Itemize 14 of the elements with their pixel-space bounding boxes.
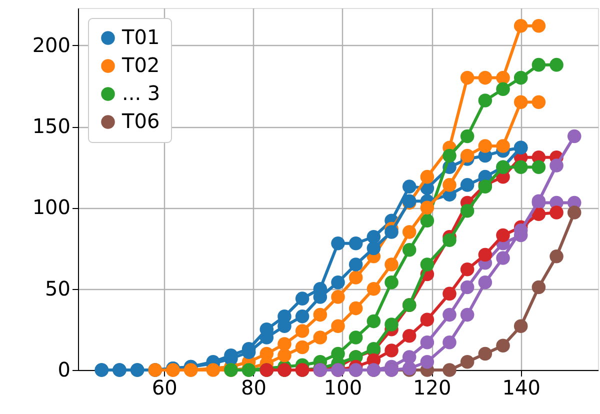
x-tick-label: 80: [241, 376, 266, 400]
y-tick-label: 50: [45, 276, 70, 300]
x-tick-label: 140: [502, 376, 540, 400]
x-tick-label: 120: [413, 376, 452, 400]
y-tick-label: 200: [32, 32, 70, 57]
legend-label: T02: [121, 53, 160, 77]
legend-label: T06: [121, 109, 160, 133]
x-tick-label: 60: [152, 376, 178, 400]
y-tick-label: 0: [58, 358, 70, 382]
legend-label: T01: [121, 25, 160, 49]
y-tick-label: 150: [32, 114, 70, 138]
y-tick-label: 100: [32, 195, 70, 220]
legend-label: ... 3: [122, 81, 160, 105]
x-tick-label: 100: [324, 376, 362, 400]
